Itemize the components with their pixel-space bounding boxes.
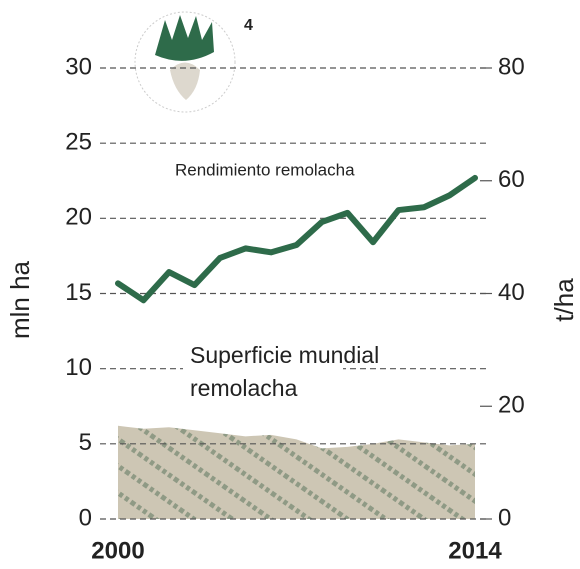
y2-tick-label: 80 — [498, 53, 525, 80]
area — [118, 426, 475, 519]
x-tick-label: 2000 — [91, 537, 144, 564]
y-tick-label: 30 — [65, 53, 92, 80]
y2-tick-label: 0 — [498, 504, 511, 531]
y-tick-label: 20 — [65, 204, 92, 231]
y2-tick-label: 40 — [498, 279, 525, 306]
y-tick-label: 5 — [79, 429, 92, 456]
x-tick-label: 2014 — [448, 537, 502, 564]
y2-tick-label: 60 — [498, 166, 525, 193]
y2-axis-title: t/ha — [549, 278, 579, 322]
y-axis-title: mln ha — [5, 260, 35, 339]
y-tick-label: 15 — [65, 279, 92, 306]
line-annotation: Rendimiento remolacha — [175, 160, 355, 179]
y-tick-label: 10 — [65, 354, 92, 381]
line — [118, 178, 475, 300]
y-tick-label: 25 — [65, 129, 92, 156]
area-annotation: remolacha — [190, 375, 298, 401]
footnote-marker: 4 — [244, 17, 253, 34]
beet-icon — [135, 12, 235, 112]
plot-area: 0 5 10 15 20 25 30 0 20 40 60 80 2000 2014 Rendimiento… — [65, 53, 524, 564]
chart: 4 mln ha t/ha 0 5 10 15 20 25 30 0 20 40 60 80 2000 2… — [0, 0, 580, 569]
y-tick-label: 0 — [79, 504, 92, 531]
page: 4 mln ha t/ha 0 5 10 15 20 25 30 0 20 40 60 80 2000 2… — [0, 0, 580, 569]
area-annotation: Superficie mundial — [190, 342, 379, 368]
y2-tick-label: 20 — [498, 392, 525, 419]
